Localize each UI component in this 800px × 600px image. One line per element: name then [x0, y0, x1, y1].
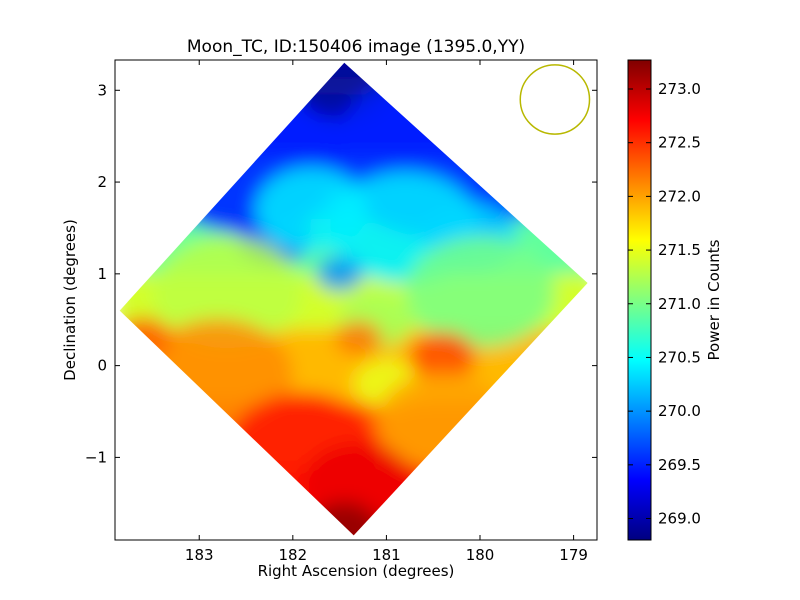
y-tick-label: 1: [97, 265, 107, 283]
chart-title: Moon_TC, ID:150406 image (1395.0,YY): [187, 37, 525, 57]
y-tick-label: 2: [97, 173, 107, 191]
heatmap-region: [311, 501, 378, 536]
x-tick-label: 183: [185, 546, 214, 564]
beam-circle: [519, 64, 591, 135]
colorbar: [627, 59, 652, 541]
heatmap-region: [255, 167, 368, 252]
x-tick-label: 179: [559, 546, 588, 564]
y-axis: −1 0 1 2 3: [85, 81, 597, 466]
colorbar-tick-label: 271.0: [658, 295, 701, 313]
heatmap-region: [334, 320, 382, 356]
y-tick-label: 0: [97, 357, 107, 375]
colorbar-tick-label: 269.0: [658, 510, 701, 528]
x-tick-label: 182: [279, 546, 308, 564]
heatmap-region: [405, 236, 555, 349]
heatmap-region: [119, 317, 172, 360]
colorbar-tick-label: 271.5: [658, 241, 701, 259]
colorbar-tick-label: 270.0: [658, 402, 701, 420]
plot-area: [119, 62, 591, 536]
y-tick-label: 3: [97, 81, 107, 99]
y-tick-label: −1: [85, 448, 107, 466]
colorbar-tick-label: 272.0: [658, 187, 701, 205]
colorbar-label: Power in Counts: [705, 239, 723, 360]
heatmap-footprint: [119, 62, 588, 536]
colorbar-tick-label: 269.5: [658, 456, 701, 474]
x-tick-label: 181: [372, 546, 401, 564]
x-axis-label: Right Ascension (degrees): [258, 562, 455, 580]
heatmap-region: [409, 331, 476, 382]
heatmap-layer: [119, 62, 588, 536]
heatmap-region: [316, 256, 364, 292]
colorbar-tick-label: 273.0: [658, 80, 701, 98]
plot-frame: [114, 59, 598, 541]
y-axis-label: Declination (degrees): [61, 219, 79, 381]
x-tick-label: 180: [466, 546, 495, 564]
x-axis: 183 182 181 180 179: [185, 60, 588, 564]
heatmap-region: [152, 236, 303, 349]
colorbar-tick-label: 270.5: [658, 348, 701, 366]
colorbar-tick-label: 272.5: [658, 134, 701, 152]
colorbar-axis: 269.0 269.5 270.0 270.5 271.0 271.5 272.0 272.5…: [628, 80, 701, 528]
